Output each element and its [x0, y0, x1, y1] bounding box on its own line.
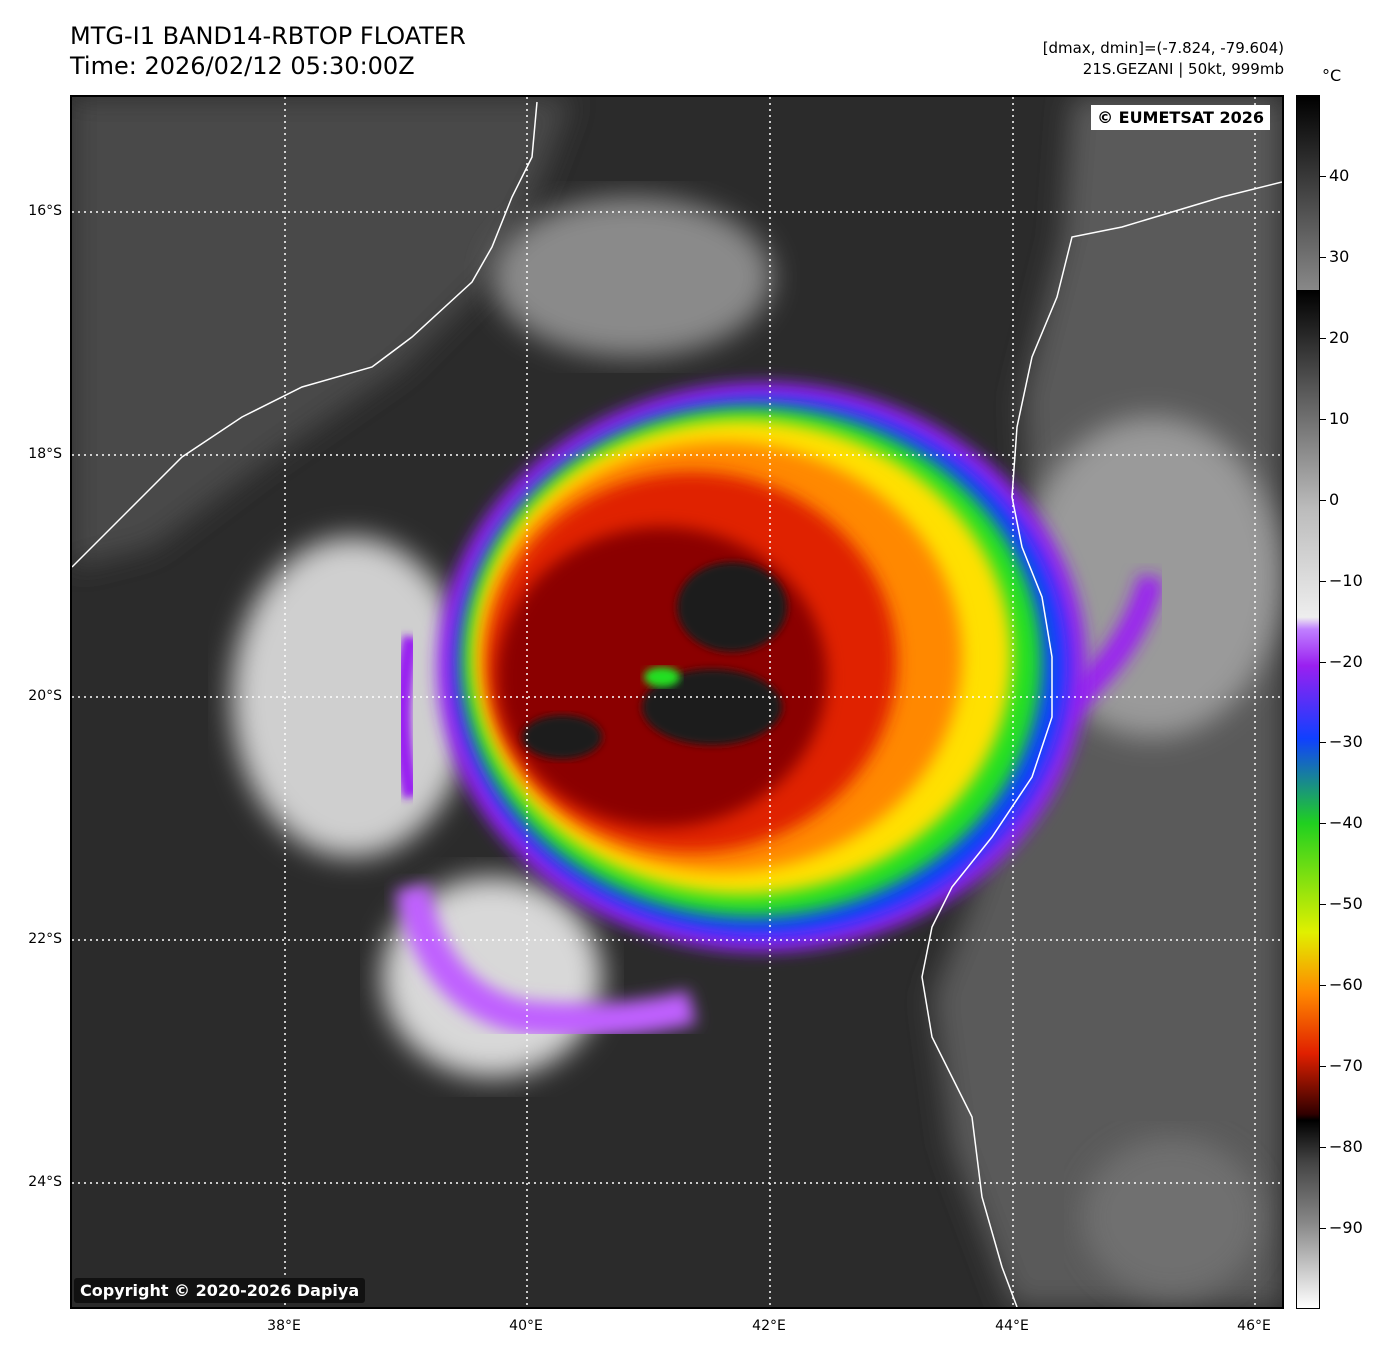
lon-label: 46°E	[1237, 1318, 1271, 1334]
lon-label: 38°E	[267, 1318, 301, 1334]
lon-label: 44°E	[995, 1318, 1029, 1334]
cloud-band-north	[492, 197, 772, 357]
colorbar-tick	[1320, 580, 1326, 582]
colorbar-tick-label: −90	[1329, 1218, 1363, 1238]
colorbar-tick	[1320, 175, 1326, 177]
colorbar-tick	[1320, 1066, 1326, 1068]
lat-label: 24°S	[28, 1174, 62, 1190]
title-line-2: Time: 2026/02/12 05:30:00Z	[70, 52, 415, 80]
eumetsat-badge: © EUMETSAT 2026	[1091, 105, 1270, 130]
rainband-west	[393, 634, 421, 800]
lat-label: 18°S	[28, 446, 62, 462]
colorbar-tick-label: 20	[1329, 327, 1350, 347]
rainband-south	[395, 883, 697, 1038]
colorbar-tick	[1320, 256, 1326, 258]
lat-label: 20°S	[28, 688, 62, 704]
cloud-band-west	[232, 537, 472, 857]
colorbar-tick-label: −10	[1329, 570, 1363, 590]
colorbar-tick	[1320, 661, 1326, 663]
colorbar	[1296, 95, 1320, 1309]
satellite-map: © EUMETSAT 2026 Copyright © 2020-2026 Da…	[70, 95, 1284, 1309]
madagascar-coastline	[921, 181, 1282, 1307]
range-info: [dmax, dmin]=(-7.824, -79.604)	[1042, 39, 1284, 57]
colorbar-tick	[1320, 985, 1326, 987]
colorbar-tick	[1320, 823, 1326, 825]
africa-coastline	[72, 101, 538, 568]
colorbar-tick	[1320, 337, 1326, 339]
colorbar-tick	[1320, 499, 1326, 501]
colorbar-tick-label: −60	[1329, 975, 1363, 995]
storm-info: 21S.GEZANI | 50kt, 999mb	[1082, 60, 1284, 78]
colorbar-tick-label: 0	[1329, 489, 1340, 509]
lon-label: 42°E	[752, 1318, 786, 1334]
colorbar-tick	[1320, 742, 1326, 744]
colorbar-tick-label: 40	[1329, 165, 1350, 185]
colorbar-tick-label: 10	[1329, 408, 1350, 428]
colorbar-tick	[1320, 904, 1326, 906]
land-texture-se	[1082, 1137, 1262, 1297]
africa-land	[72, 97, 572, 567]
lat-label: 16°S	[28, 203, 62, 219]
colorbar-tick	[1320, 1147, 1326, 1149]
colorbar-tick-label: −20	[1329, 651, 1363, 671]
colorbar-tick-label: 30	[1329, 246, 1350, 266]
lat-label: 22°S	[28, 931, 62, 947]
map-imagery	[72, 97, 1282, 1307]
lon-label: 40°E	[509, 1318, 543, 1334]
storm-core	[437, 382, 1087, 952]
colorbar-tick-label: −70	[1329, 1056, 1363, 1076]
colorbar-tick	[1320, 1228, 1326, 1230]
copyright-badge: Copyright © 2020-2026 Dapiya	[74, 1278, 366, 1303]
colorbar-tick-label: −30	[1329, 732, 1363, 752]
colorbar-tick-label: −40	[1329, 813, 1363, 833]
map-gridlines	[72, 97, 1282, 1307]
colorbar-tick-label: −80	[1329, 1137, 1363, 1157]
title-line-1: MTG-I1 BAND14-RBTOP FLOATER	[70, 22, 466, 50]
colorbar-tick-label: −50	[1329, 894, 1363, 914]
colorbar-unit: °C	[1322, 66, 1342, 85]
colorbar-tick	[1320, 418, 1326, 420]
